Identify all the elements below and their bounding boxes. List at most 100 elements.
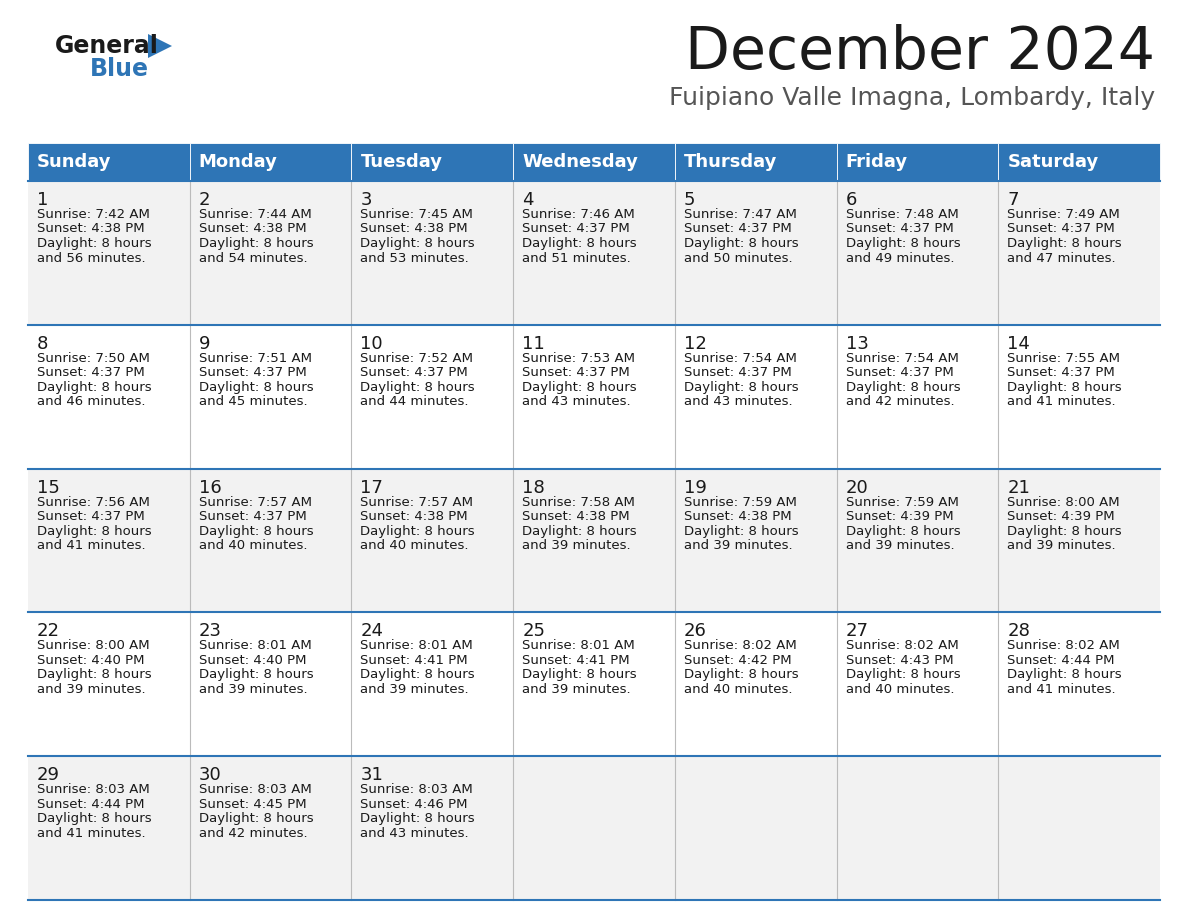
Text: Daylight: 8 hours: Daylight: 8 hours [360,381,475,394]
Text: Daylight: 8 hours: Daylight: 8 hours [360,237,475,250]
Text: 25: 25 [523,622,545,641]
Text: and 43 minutes.: and 43 minutes. [523,396,631,409]
Bar [29,756,1159,900]
Text: Sunrise: 8:01 AM: Sunrise: 8:01 AM [523,640,634,653]
Text: 5: 5 [684,191,695,209]
Text: Sunset: 4:37 PM: Sunset: 4:37 PM [1007,222,1116,236]
Text: Sunrise: 7:59 AM: Sunrise: 7:59 AM [846,496,959,509]
Text: and 41 minutes.: and 41 minutes. [37,539,146,552]
Text: Sunset: 4:37 PM: Sunset: 4:37 PM [198,366,307,379]
Text: Sunrise: 8:02 AM: Sunrise: 8:02 AM [1007,640,1120,653]
Text: and 49 minutes.: and 49 minutes. [846,252,954,264]
Text: 24: 24 [360,622,384,641]
Text: 13: 13 [846,335,868,353]
Text: Tuesday: Tuesday [360,153,442,171]
Text: 29: 29 [37,767,61,784]
Text: Daylight: 8 hours: Daylight: 8 hours [523,524,637,538]
Text: Sunrise: 8:01 AM: Sunrise: 8:01 AM [198,640,311,653]
Text: and 41 minutes.: and 41 minutes. [37,827,146,840]
Text: Sunset: 4:41 PM: Sunset: 4:41 PM [360,654,468,666]
Text: Sunset: 4:37 PM: Sunset: 4:37 PM [360,366,468,379]
Text: Daylight: 8 hours: Daylight: 8 hours [523,668,637,681]
Text: Sunset: 4:45 PM: Sunset: 4:45 PM [198,798,307,811]
Text: Thursday: Thursday [684,153,777,171]
Text: and 40 minutes.: and 40 minutes. [846,683,954,696]
Text: and 54 minutes.: and 54 minutes. [198,252,308,264]
Text: Sunrise: 7:54 AM: Sunrise: 7:54 AM [684,352,797,364]
Text: Sunset: 4:37 PM: Sunset: 4:37 PM [684,222,791,236]
Text: Daylight: 8 hours: Daylight: 8 hours [1007,524,1121,538]
Text: Sunset: 4:39 PM: Sunset: 4:39 PM [1007,510,1114,523]
Text: Monday: Monday [198,153,278,171]
Text: Sunset: 4:40 PM: Sunset: 4:40 PM [37,654,145,666]
Text: Sunrise: 7:58 AM: Sunrise: 7:58 AM [523,496,636,509]
Text: and 56 minutes.: and 56 minutes. [37,252,146,264]
Text: Daylight: 8 hours: Daylight: 8 hours [846,381,960,394]
Text: and 41 minutes.: and 41 minutes. [1007,396,1116,409]
Text: Sunrise: 7:54 AM: Sunrise: 7:54 AM [846,352,959,364]
Text: and 53 minutes.: and 53 minutes. [360,252,469,264]
Text: Daylight: 8 hours: Daylight: 8 hours [198,237,314,250]
Text: Sunrise: 7:57 AM: Sunrise: 7:57 AM [198,496,311,509]
Text: and 40 minutes.: and 40 minutes. [684,683,792,696]
Text: 6: 6 [846,191,857,209]
Text: 2: 2 [198,191,210,209]
Bar [29,612,1159,756]
Text: Daylight: 8 hours: Daylight: 8 hours [684,237,798,250]
Text: Sunrise: 8:00 AM: Sunrise: 8:00 AM [1007,496,1120,509]
Text: Sunrise: 7:47 AM: Sunrise: 7:47 AM [684,208,797,221]
Text: Sunset: 4:37 PM: Sunset: 4:37 PM [37,366,145,379]
Text: Daylight: 8 hours: Daylight: 8 hours [37,524,152,538]
Text: General: General [55,34,159,58]
Text: 22: 22 [37,622,61,641]
Text: Sunrise: 7:44 AM: Sunrise: 7:44 AM [198,208,311,221]
Text: Sunset: 4:38 PM: Sunset: 4:38 PM [198,222,307,236]
Text: and 47 minutes.: and 47 minutes. [1007,252,1116,264]
Text: Sunset: 4:39 PM: Sunset: 4:39 PM [846,510,953,523]
Text: and 39 minutes.: and 39 minutes. [37,683,146,696]
Text: Sunset: 4:38 PM: Sunset: 4:38 PM [360,510,468,523]
Text: Sunset: 4:44 PM: Sunset: 4:44 PM [1007,654,1114,666]
Bar [29,143,190,181]
Text: Daylight: 8 hours: Daylight: 8 hours [846,524,960,538]
Text: Sunset: 4:42 PM: Sunset: 4:42 PM [684,654,791,666]
Text: Sunrise: 7:50 AM: Sunrise: 7:50 AM [37,352,150,364]
Text: Wednesday: Wednesday [523,153,638,171]
Text: Sunset: 4:40 PM: Sunset: 4:40 PM [198,654,307,666]
Text: and 40 minutes.: and 40 minutes. [360,539,469,552]
Text: Saturday: Saturday [1007,153,1099,171]
Text: Sunset: 4:37 PM: Sunset: 4:37 PM [198,510,307,523]
Text: 1: 1 [37,191,49,209]
Text: Sunrise: 7:49 AM: Sunrise: 7:49 AM [1007,208,1120,221]
Text: Sunrise: 8:02 AM: Sunrise: 8:02 AM [684,640,797,653]
Text: and 40 minutes.: and 40 minutes. [198,539,308,552]
Text: Sunset: 4:38 PM: Sunset: 4:38 PM [684,510,791,523]
Text: Daylight: 8 hours: Daylight: 8 hours [198,381,314,394]
Text: Sunrise: 8:00 AM: Sunrise: 8:00 AM [37,640,150,653]
Text: 3: 3 [360,191,372,209]
Text: 19: 19 [684,478,707,497]
Text: and 46 minutes.: and 46 minutes. [37,396,145,409]
Text: Sunrise: 8:03 AM: Sunrise: 8:03 AM [198,783,311,796]
Bar [836,143,998,181]
Text: Sunset: 4:37 PM: Sunset: 4:37 PM [523,366,630,379]
Text: Sunrise: 7:48 AM: Sunrise: 7:48 AM [846,208,959,221]
Bar [352,143,513,181]
Text: 28: 28 [1007,622,1030,641]
Text: 8: 8 [37,335,49,353]
Bar [29,325,1159,468]
Text: 11: 11 [523,335,545,353]
Text: Sunset: 4:46 PM: Sunset: 4:46 PM [360,798,468,811]
Text: Sunset: 4:37 PM: Sunset: 4:37 PM [684,366,791,379]
Text: Sunrise: 7:42 AM: Sunrise: 7:42 AM [37,208,150,221]
Text: and 42 minutes.: and 42 minutes. [846,396,954,409]
Text: Daylight: 8 hours: Daylight: 8 hours [684,381,798,394]
Text: Sunset: 4:37 PM: Sunset: 4:37 PM [1007,366,1116,379]
Text: and 39 minutes.: and 39 minutes. [684,539,792,552]
Text: Daylight: 8 hours: Daylight: 8 hours [37,237,152,250]
Text: 26: 26 [684,622,707,641]
Text: Fuipiano Valle Imagna, Lombardy, Italy: Fuipiano Valle Imagna, Lombardy, Italy [669,86,1155,110]
Text: and 39 minutes.: and 39 minutes. [846,539,954,552]
Text: Sunrise: 8:02 AM: Sunrise: 8:02 AM [846,640,959,653]
Text: Sunset: 4:38 PM: Sunset: 4:38 PM [37,222,145,236]
